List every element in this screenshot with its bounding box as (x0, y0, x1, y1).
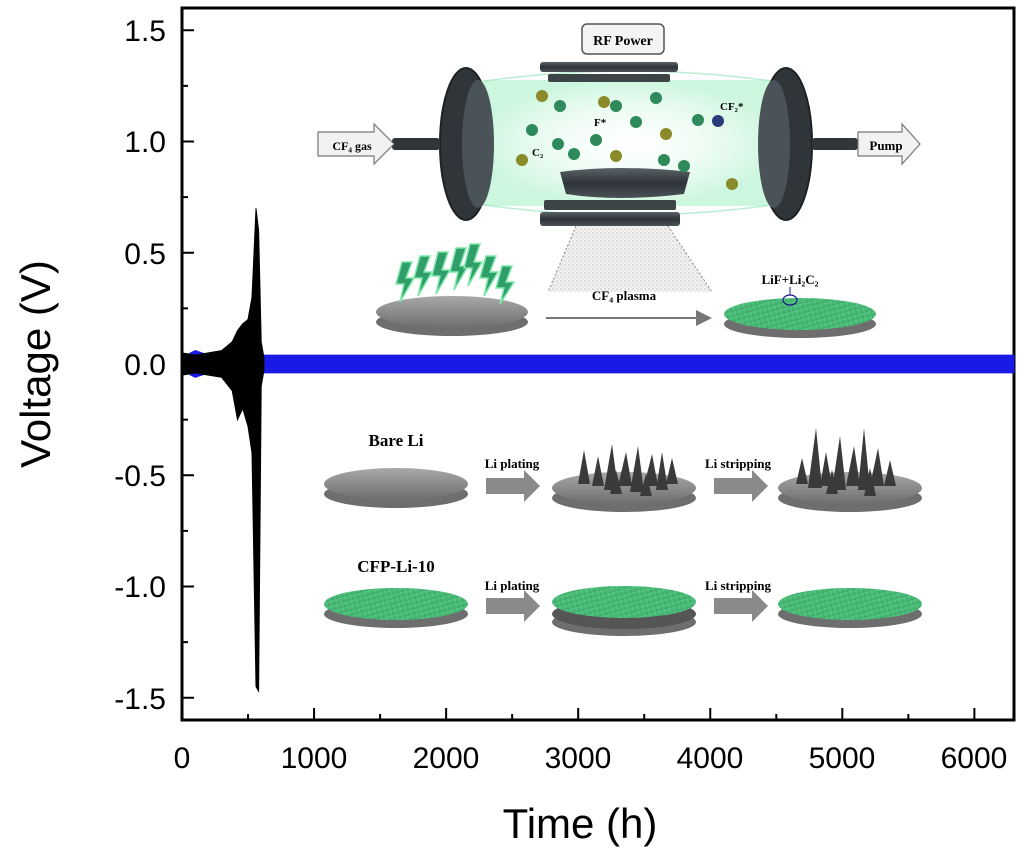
series-1-envelope (181, 350, 1015, 378)
stripped-disc (778, 588, 922, 620)
product-label: LiF+Li₂C₂ (761, 272, 818, 287)
inset-schematic: RF Power CF₄ gas Pump F* C₂ CF₂* (317, 23, 922, 636)
x-tick-label: 3000 (545, 742, 612, 775)
x-tick-label: 6000 (941, 742, 1008, 775)
stripping-arrow-1 (714, 470, 768, 502)
bare-li-row: Bare Li Li plating Li stripping (324, 428, 922, 512)
plasma-bolts (395, 243, 516, 305)
sample-stage (560, 168, 690, 198)
bare-li-label: Bare Li (369, 431, 424, 450)
y-tick-label: -1.5 (114, 683, 166, 716)
species-label-f: F* (594, 117, 607, 129)
series-layer (181, 208, 1015, 693)
cfp-li-row: CFP-Li-10 Li plating Li stripping (324, 557, 922, 636)
x-tick-label: 5000 (809, 742, 876, 775)
cfp-li-disc (324, 588, 468, 620)
plasma-particles (516, 90, 738, 190)
plated-disc (552, 586, 696, 618)
bare-li-disc (324, 468, 468, 500)
series-0-envelope (181, 208, 265, 693)
y-tick-label: 1.5 (124, 15, 166, 48)
dendrites-1 (578, 444, 678, 496)
y-axis-label: Voltage (V) (12, 260, 59, 468)
plating-label-1: Li plating (485, 456, 540, 471)
x-tick-labels: 0 1000 2000 3000 4000 5000 6000 (174, 742, 1008, 775)
y-tick-label: -0.5 (114, 460, 166, 493)
pump-arrow (857, 122, 921, 166)
y-tick-label: 0.0 (124, 349, 166, 382)
species-label-cf2: CF₂* (720, 101, 744, 113)
plasma-cone (548, 226, 712, 292)
treated-disc (724, 298, 876, 330)
treatment-row: CF₄ plasma LiF+Li₂C₂ (376, 243, 876, 338)
bare-disc (376, 296, 528, 328)
plating-arrow-2 (486, 590, 540, 622)
rf-power-label: RF Power (593, 34, 653, 49)
plating-label-2: Li plating (485, 578, 540, 593)
dendrites-2 (796, 428, 896, 496)
y-tick-label: -1.0 (114, 571, 166, 604)
rf-power-box (581, 23, 665, 55)
tick-layer (181, 29, 976, 720)
pump-label: Pump (869, 138, 902, 153)
x-tick-label: 2000 (413, 742, 480, 775)
stripping-label-1: Li stripping (705, 456, 772, 471)
x-tick-label: 0 (174, 742, 191, 775)
y-tick-label: 1.0 (124, 126, 166, 159)
stripping-arrow-2 (714, 590, 768, 622)
plasma-chamber: RF Power CF₄ gas Pump F* C₂ CF₂* (317, 23, 921, 226)
cfp-li-label: CFP-Li-10 (357, 557, 434, 576)
x-tick-label: 1000 (281, 742, 348, 775)
x-tick-label: 4000 (677, 742, 744, 775)
species-label-c2: C₂ (532, 147, 544, 159)
plating-arrow-1 (486, 470, 540, 502)
top-electrode (540, 62, 678, 72)
y-tick-label: 0.5 (124, 238, 166, 271)
x-axis-label: Time (h) (503, 800, 658, 847)
stripping-label-2: Li stripping (705, 578, 772, 593)
gas-inlet-arrow (317, 122, 395, 166)
gas-inlet-label: CF₄ gas (332, 139, 372, 153)
cf4-plasma-label: CF₄ plasma (592, 288, 657, 303)
y-tick-labels: 1.5 1.0 0.5 0.0 -0.5 -1.0 -1.5 (114, 15, 166, 716)
